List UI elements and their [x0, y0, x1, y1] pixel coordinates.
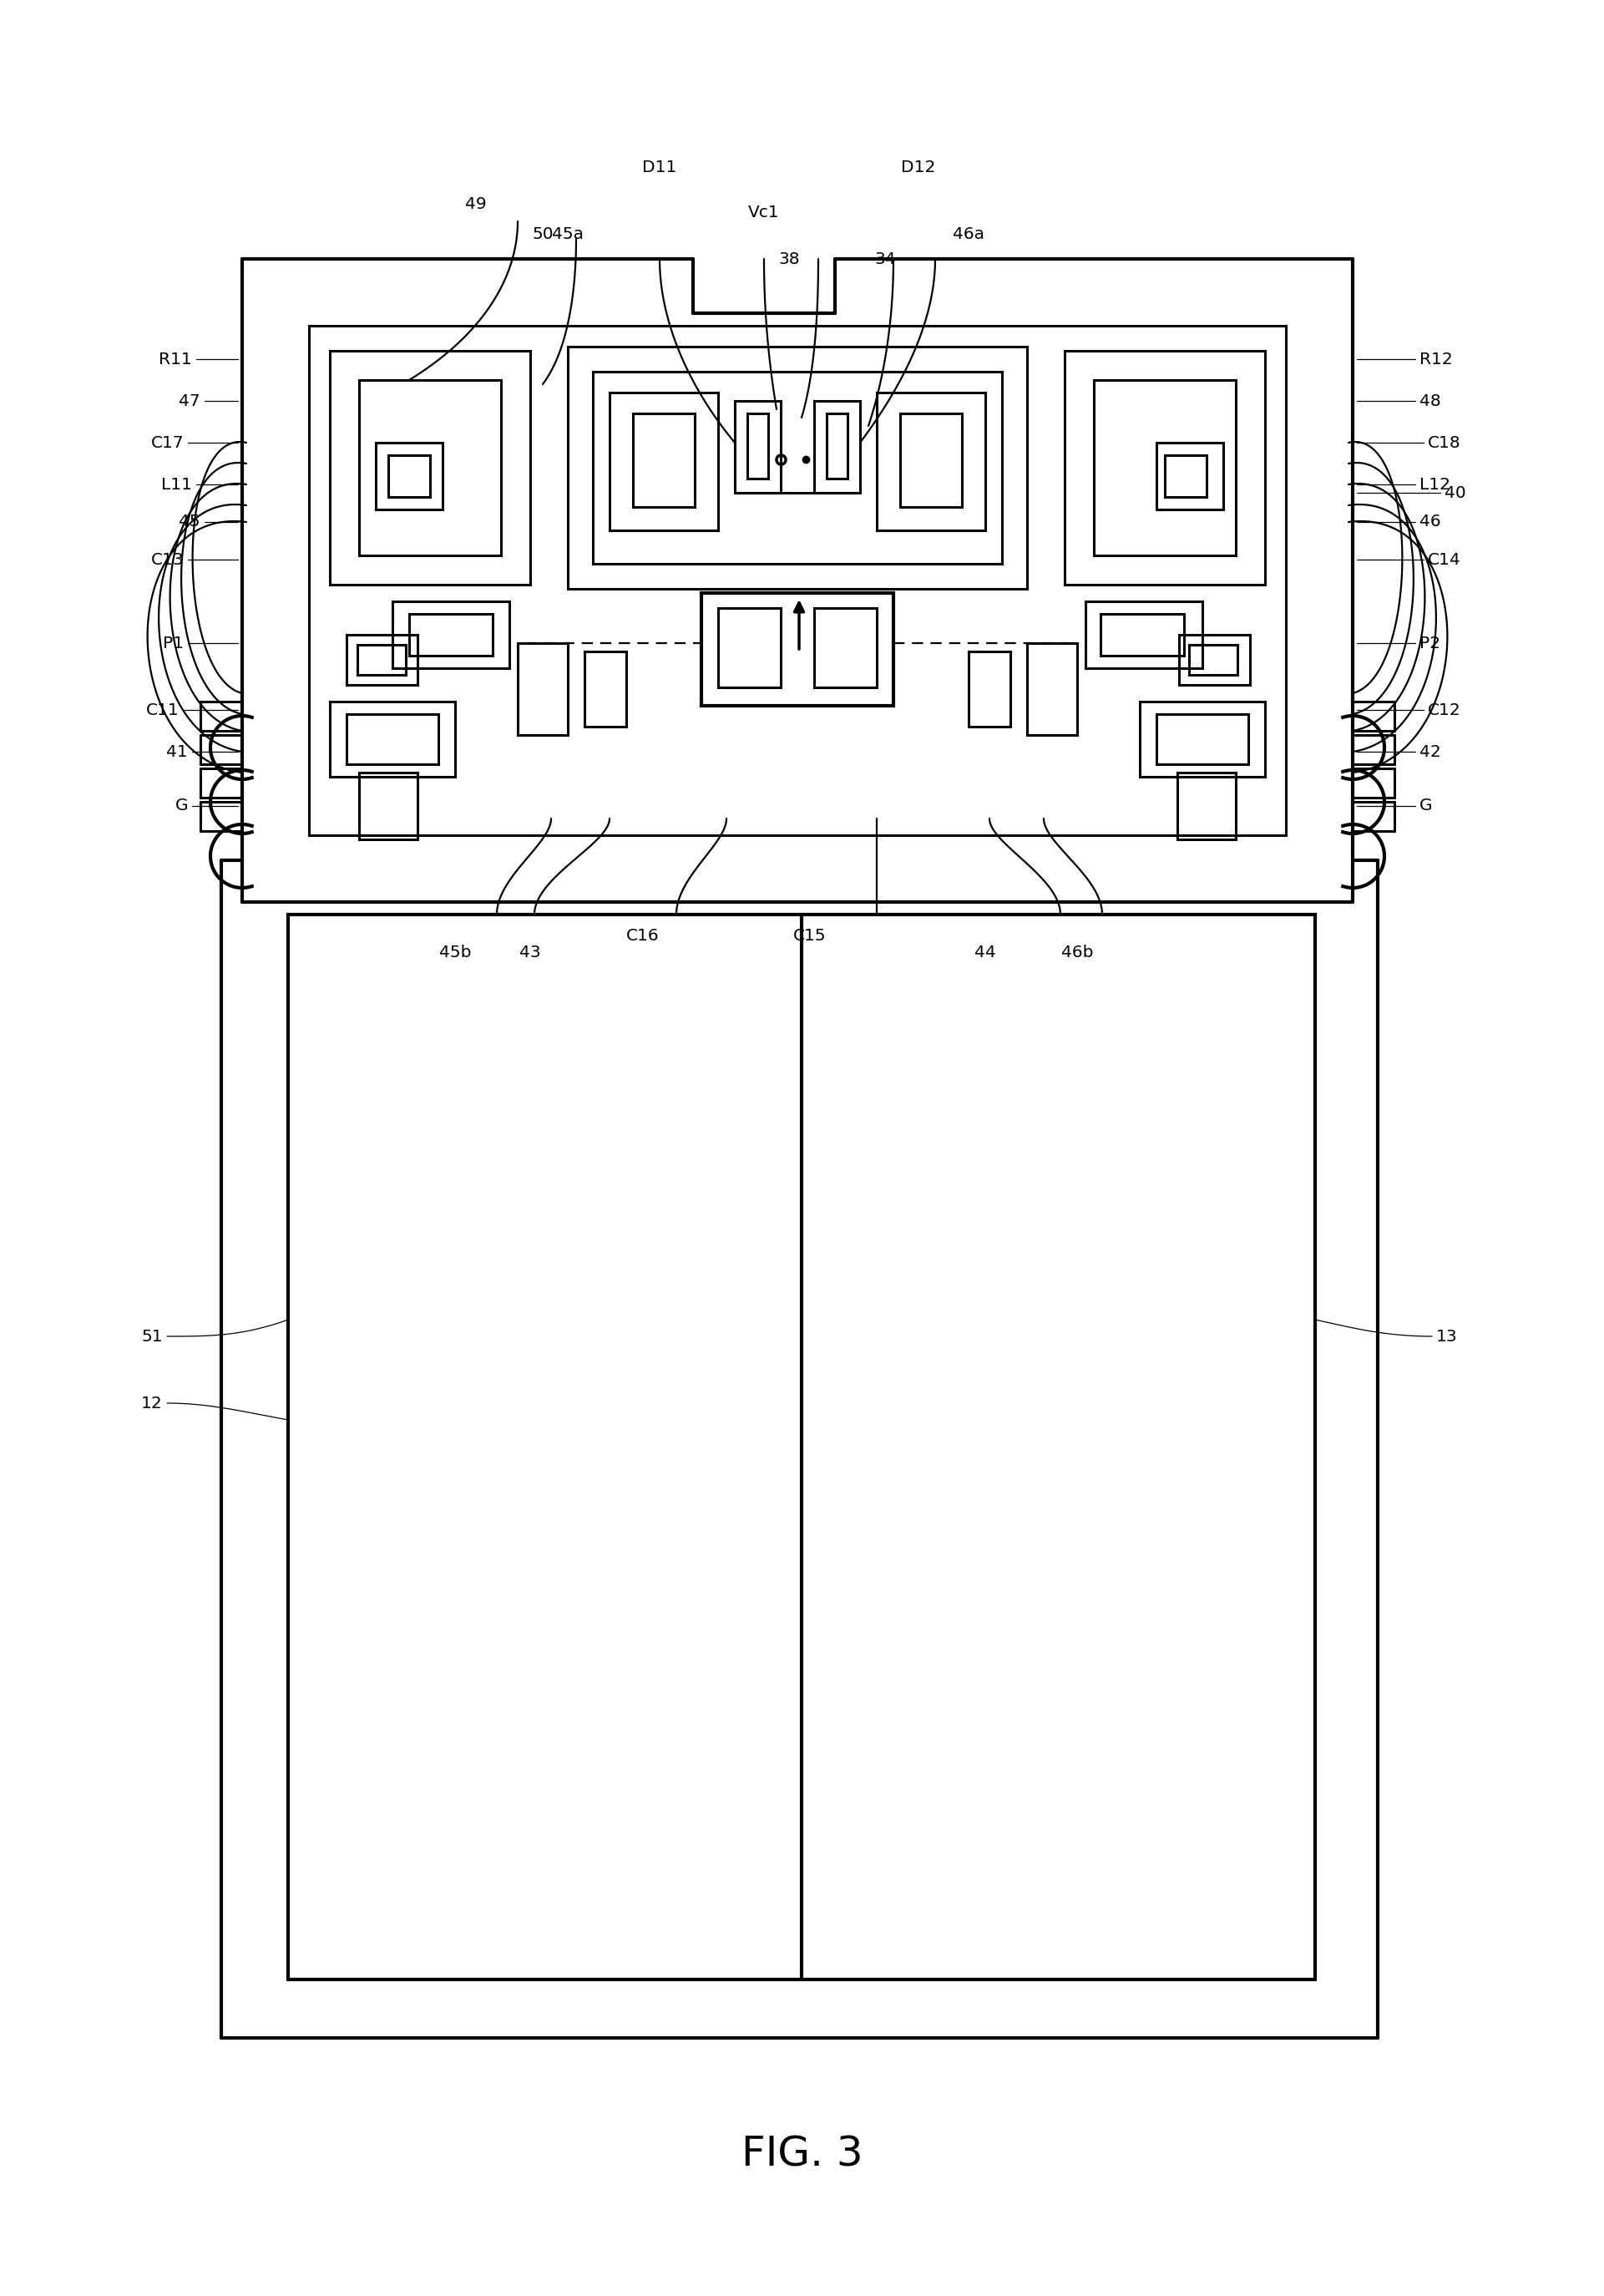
Bar: [1156, 443, 1224, 510]
Bar: [1100, 613, 1184, 657]
Text: 34: 34: [874, 250, 895, 266]
Bar: [1027, 643, 1078, 735]
Text: 45: 45: [180, 514, 200, 530]
Bar: [877, 393, 985, 530]
Bar: [735, 402, 781, 494]
Bar: [1179, 634, 1250, 684]
Bar: [409, 613, 492, 657]
Text: C11: C11: [146, 703, 180, 719]
Bar: [747, 413, 768, 478]
Text: C15: C15: [794, 928, 826, 944]
Bar: [584, 652, 626, 726]
Bar: [969, 652, 1011, 726]
Bar: [1065, 351, 1266, 585]
Text: G: G: [175, 799, 188, 813]
Bar: [900, 413, 962, 507]
Text: C17: C17: [151, 434, 184, 450]
Bar: [375, 443, 443, 510]
Text: P2: P2: [1420, 636, 1440, 652]
Text: FIG. 3: FIG. 3: [741, 2135, 863, 2174]
Text: 44: 44: [975, 944, 996, 960]
Bar: [1165, 455, 1206, 496]
Text: 51: 51: [141, 1329, 164, 1343]
Bar: [1094, 381, 1235, 556]
Bar: [634, 413, 695, 507]
Bar: [1140, 703, 1266, 776]
Text: L12: L12: [1420, 478, 1450, 491]
Bar: [701, 592, 893, 705]
Text: C18: C18: [1428, 434, 1461, 450]
Text: R12: R12: [1420, 351, 1453, 367]
Bar: [568, 347, 1027, 588]
Bar: [826, 413, 847, 478]
Text: 38: 38: [778, 250, 800, 266]
Bar: [330, 351, 531, 585]
Bar: [719, 608, 781, 687]
Text: 13: 13: [1436, 1329, 1458, 1343]
Text: 50: 50: [533, 225, 553, 241]
Bar: [330, 703, 456, 776]
Text: Vc1: Vc1: [749, 204, 780, 220]
Bar: [388, 455, 430, 496]
Bar: [593, 372, 1002, 565]
Text: P1: P1: [162, 636, 184, 652]
Text: 48: 48: [1420, 393, 1440, 409]
Text: 42: 42: [1420, 744, 1440, 760]
Text: D12: D12: [901, 158, 935, 174]
Bar: [393, 602, 510, 668]
Text: C12: C12: [1428, 703, 1461, 719]
Text: 45a: 45a: [552, 225, 584, 241]
Text: C14: C14: [1428, 551, 1461, 567]
Text: 43: 43: [520, 944, 541, 960]
Text: C13: C13: [151, 551, 184, 567]
Bar: [610, 393, 719, 530]
Text: 49: 49: [465, 197, 486, 214]
Bar: [346, 714, 438, 765]
Text: 12: 12: [141, 1396, 164, 1412]
Bar: [815, 608, 877, 687]
Bar: [310, 326, 1286, 836]
Bar: [518, 643, 568, 735]
Text: R11: R11: [159, 351, 192, 367]
Bar: [289, 914, 1315, 1979]
Text: L11: L11: [160, 478, 192, 491]
Bar: [1086, 602, 1203, 668]
Bar: [358, 645, 406, 675]
Bar: [359, 771, 417, 840]
Bar: [1189, 645, 1237, 675]
Text: 40: 40: [1445, 484, 1466, 501]
Bar: [359, 381, 500, 556]
Text: 47: 47: [180, 393, 200, 409]
Text: 46b: 46b: [1062, 944, 1094, 960]
Bar: [1177, 771, 1235, 840]
Text: G: G: [1420, 799, 1432, 813]
Text: 41: 41: [167, 744, 188, 760]
Bar: [346, 634, 417, 684]
Text: D11: D11: [642, 158, 677, 174]
Bar: [1156, 714, 1248, 765]
Text: 45b: 45b: [439, 944, 472, 960]
Text: C16: C16: [627, 928, 659, 944]
Text: 46a: 46a: [953, 225, 985, 241]
Bar: [815, 402, 860, 494]
Text: 46: 46: [1420, 514, 1440, 530]
